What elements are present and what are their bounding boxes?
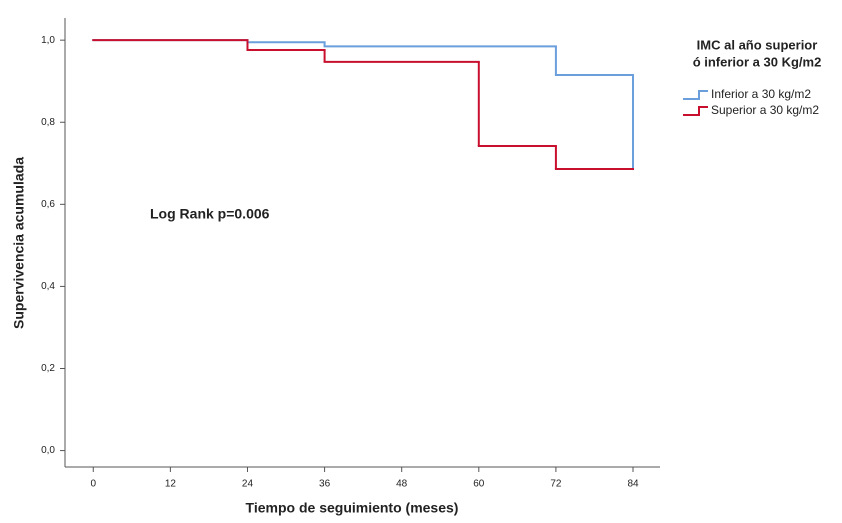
x-tick-label: 0 xyxy=(90,479,96,490)
x-axis-label: Tiempo de seguimiento (meses) xyxy=(246,500,459,516)
y-tick-label: 0,6 xyxy=(41,199,55,210)
x-tick-label: 60 xyxy=(473,479,485,490)
legend-swatch xyxy=(683,90,708,100)
x-tick-label: 36 xyxy=(319,479,331,490)
y-tick-label: 0,4 xyxy=(41,281,55,292)
legend-title: ó inferior a 30 Kg/m2 xyxy=(693,54,822,69)
legend-label: Superior a 30 kg/m2 xyxy=(711,103,819,117)
y-tick-label: 0,2 xyxy=(41,363,55,374)
y-tick-label: 0,8 xyxy=(41,117,55,128)
y-tick-label: 0,0 xyxy=(41,445,55,456)
x-tick-label: 48 xyxy=(396,479,408,490)
legend-label: Inferior a 30 kg/m2 xyxy=(711,87,811,101)
legend-title: IMC al año superior xyxy=(697,37,818,52)
x-tick-label: 72 xyxy=(550,479,562,490)
y-axis-label: Supervivencia acumulada xyxy=(11,157,27,329)
y-tick-label: 1,0 xyxy=(41,35,55,46)
annotation: Log Rank p=0.006 xyxy=(150,206,270,222)
legend-swatch xyxy=(683,106,708,116)
x-tick-label: 12 xyxy=(165,479,177,490)
x-tick-label: 24 xyxy=(242,479,254,490)
x-tick-label: 84 xyxy=(627,479,639,490)
